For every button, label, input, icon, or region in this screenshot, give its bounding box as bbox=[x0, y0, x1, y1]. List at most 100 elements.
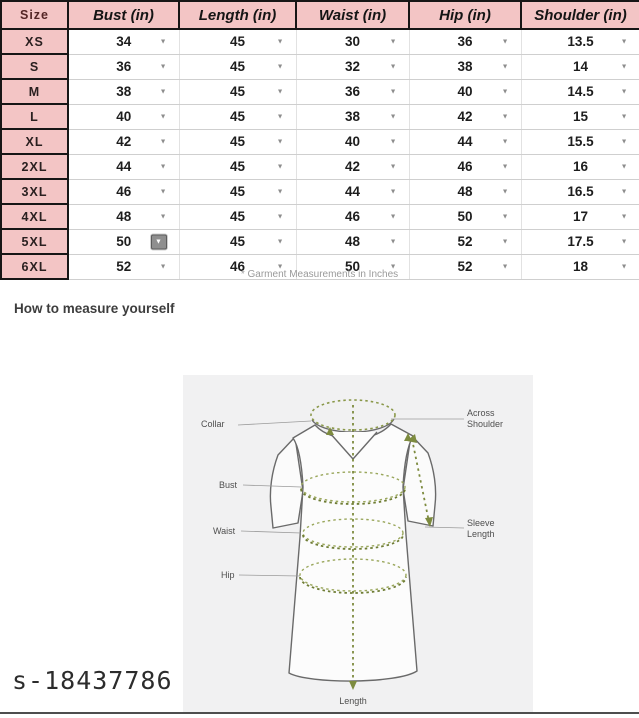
shoulder-value: 14.5 bbox=[567, 84, 594, 99]
shoulder-cell: 17.5 ▼ bbox=[521, 228, 639, 255]
shoulder-cell: 17 ▼ bbox=[521, 203, 639, 230]
dropdown-arrow-icon[interactable]: ▼ bbox=[501, 63, 509, 70]
dropdown-arrow-icon[interactable]: ▼ bbox=[276, 188, 284, 195]
length-cell: 45 ▼ bbox=[179, 153, 297, 180]
dropdown-arrow-icon[interactable]: ▼ bbox=[159, 163, 167, 170]
bust-cell: 34 ▼ bbox=[68, 28, 180, 55]
waist-value: 40 bbox=[344, 134, 361, 149]
dropdown-arrow-icon[interactable]: ▼ bbox=[276, 163, 284, 170]
dropdown-arrow-icon[interactable]: ▼ bbox=[501, 138, 509, 145]
dropdown-arrow-icon[interactable]: ▼ bbox=[620, 213, 628, 220]
bust-cell: 44 ▼ bbox=[68, 153, 180, 180]
dropdown-arrow-icon[interactable]: ▼ bbox=[276, 138, 284, 145]
dropdown-arrow-icon[interactable]: ▼ bbox=[389, 63, 397, 70]
dropdown-arrow-icon[interactable]: ▼ bbox=[159, 188, 167, 195]
dropdown-arrow-icon[interactable]: ▼ bbox=[389, 213, 397, 220]
measure-heading: How to measure yourself bbox=[14, 301, 175, 316]
dropdown-arrow-icon[interactable]: ▼ bbox=[620, 263, 628, 270]
dropdown-arrow-icon[interactable]: ▼ bbox=[389, 38, 397, 46]
dropdown-arrow-icon[interactable]: ▼ bbox=[389, 263, 397, 270]
dropdown-arrow-icon[interactable]: ▼ bbox=[501, 163, 509, 170]
dropdown-arrow-icon[interactable]: ▼ bbox=[159, 113, 167, 120]
dropdown-arrow-icon[interactable]: ▼ bbox=[620, 63, 628, 70]
dropdown-arrow-icon[interactable]: ▼ bbox=[620, 88, 628, 95]
bust-cell: 50 ▼ bbox=[68, 228, 180, 255]
hip-value: 40 bbox=[457, 84, 473, 99]
garment-footnote: * Garment Measurements in Inches bbox=[240, 269, 399, 280]
bust-cell: 46 ▼ bbox=[68, 178, 180, 205]
waist-cell: 48 ▼ bbox=[296, 228, 410, 255]
bust-cell: 42 ▼ bbox=[68, 128, 180, 155]
length-value: 45 bbox=[229, 134, 246, 149]
dropdown-arrow-icon[interactable]: ▼ bbox=[389, 138, 397, 145]
size-chart-row: 3XL 46 ▼ 45 ▼ 44 ▼ 48 ▼ 16.5 ▼ bbox=[0, 178, 639, 205]
dropdown-arrow-icon[interactable]: ▼ bbox=[276, 263, 284, 270]
bust-value: 48 bbox=[116, 209, 132, 224]
dropdown-arrow-icon[interactable]: ▼ bbox=[159, 88, 167, 95]
hip-value: 36 bbox=[457, 34, 473, 50]
size-label-cell: XS bbox=[0, 28, 69, 55]
size-chart-row: L 40 ▼ 45 ▼ 38 ▼ 42 ▼ 15 ▼ bbox=[0, 103, 639, 130]
dropdown-arrow-icon[interactable]: ▼ bbox=[159, 63, 167, 70]
size-chart-row: S 36 ▼ 45 ▼ 32 ▼ 38 ▼ 14 ▼ bbox=[0, 53, 639, 80]
dropdown-arrow-icon[interactable]: ▼ bbox=[389, 188, 397, 195]
hip-cell: 52 ▼ bbox=[409, 228, 522, 255]
dropdown-arrow-icon[interactable]: ▼ bbox=[150, 234, 167, 249]
dropdown-arrow-icon[interactable]: ▼ bbox=[501, 238, 509, 245]
bust-value: 52 bbox=[116, 259, 132, 274]
length-cell: 45 ▼ bbox=[179, 128, 297, 155]
shoulder-value: 14 bbox=[572, 59, 589, 74]
shoulder-cell: 14 ▼ bbox=[521, 53, 639, 80]
dropdown-arrow-icon[interactable]: ▼ bbox=[159, 38, 167, 46]
dropdown-arrow-icon[interactable]: ▼ bbox=[276, 113, 284, 120]
size-label-cell: S bbox=[0, 53, 69, 80]
dropdown-arrow-icon[interactable]: ▼ bbox=[389, 88, 397, 95]
dropdown-arrow-icon[interactable]: ▼ bbox=[389, 163, 397, 170]
dropdown-arrow-icon[interactable]: ▼ bbox=[159, 138, 167, 145]
dropdown-arrow-icon[interactable]: ▼ bbox=[620, 38, 628, 46]
length-value: 45 bbox=[229, 34, 246, 50]
waist-value: 48 bbox=[344, 234, 361, 249]
dropdown-arrow-icon[interactable]: ▼ bbox=[620, 188, 628, 195]
dropdown-arrow-icon[interactable]: ▼ bbox=[620, 113, 628, 120]
length-cell: 45 ▼ bbox=[179, 78, 297, 105]
dropdown-arrow-icon[interactable]: ▼ bbox=[159, 263, 167, 270]
dropdown-arrow-icon[interactable]: ▼ bbox=[389, 238, 397, 245]
dropdown-arrow-icon[interactable]: ▼ bbox=[276, 238, 284, 245]
length-cell: 45 ▼ bbox=[179, 203, 297, 230]
dropdown-arrow-icon[interactable]: ▼ bbox=[620, 163, 628, 170]
length-value: 45 bbox=[229, 59, 246, 74]
length-value: 45 bbox=[229, 159, 246, 174]
dropdown-arrow-icon[interactable]: ▼ bbox=[501, 188, 509, 195]
waist-cell: 30 ▼ bbox=[296, 28, 410, 55]
garment-diagram-drawing bbox=[237, 399, 465, 690]
dropdown-arrow-icon[interactable]: ▼ bbox=[276, 38, 284, 46]
dropdown-arrow-icon[interactable]: ▼ bbox=[620, 238, 628, 245]
dropdown-arrow-icon[interactable]: ▼ bbox=[159, 213, 167, 220]
dropdown-arrow-icon[interactable]: ▼ bbox=[501, 88, 509, 95]
length-cell: 45 ▼ bbox=[179, 28, 297, 55]
size-table-body: XS 34 ▼ 45 ▼ 30 ▼ 36 ▼ 13.5 ▼ S bbox=[0, 28, 639, 280]
dropdown-arrow-icon[interactable]: ▼ bbox=[276, 63, 284, 70]
shoulder-cell: 14.5 ▼ bbox=[521, 78, 639, 105]
dropdown-arrow-icon[interactable]: ▼ bbox=[276, 88, 284, 95]
dropdown-arrow-icon[interactable]: ▼ bbox=[389, 113, 397, 120]
dropdown-arrow-icon[interactable]: ▼ bbox=[501, 263, 509, 270]
dropdown-arrow-icon[interactable]: ▼ bbox=[501, 38, 509, 46]
label-sleeve-length: Sleeve Length bbox=[467, 518, 495, 539]
label-across-shoulder: Across Shoulder bbox=[467, 408, 504, 429]
waist-cell: 32 ▼ bbox=[296, 53, 410, 80]
column-header-shoulder: Shoulder (in) bbox=[520, 0, 639, 30]
column-header-size: Size bbox=[0, 0, 69, 30]
waist-value: 38 bbox=[344, 109, 361, 124]
dropdown-arrow-icon[interactable]: ▼ bbox=[620, 138, 628, 145]
hip-value: 50 bbox=[457, 209, 473, 224]
dropdown-arrow-icon[interactable]: ▼ bbox=[501, 213, 509, 220]
length-value: 45 bbox=[229, 84, 246, 99]
size-chart-row: XL 42 ▼ 45 ▼ 40 ▼ 44 ▼ 15.5 ▼ bbox=[0, 128, 639, 155]
bust-cell: 38 ▼ bbox=[68, 78, 180, 105]
dropdown-arrow-icon[interactable]: ▼ bbox=[501, 113, 509, 120]
bust-value: 50 bbox=[116, 234, 132, 249]
dropdown-arrow-icon[interactable]: ▼ bbox=[276, 213, 284, 220]
